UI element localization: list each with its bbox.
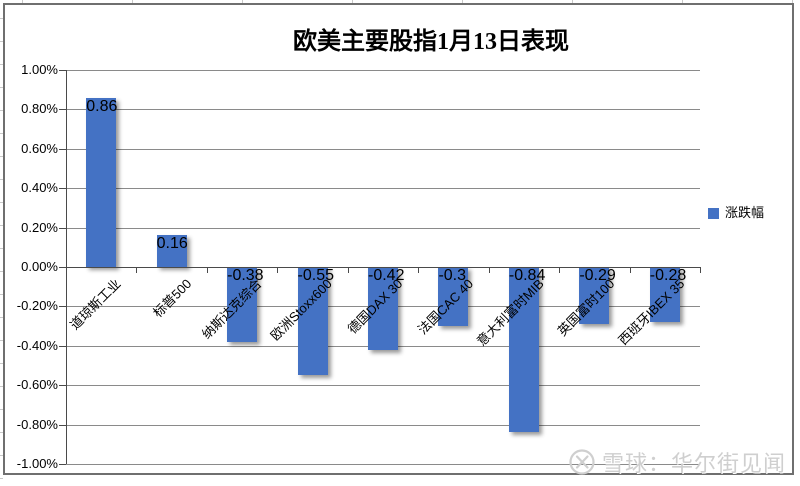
sheet-gridline-stub — [0, 455, 3, 456]
sheet-gridline-stub — [0, 110, 3, 111]
x-axis-tick — [347, 267, 349, 273]
bar-2-涨跌幅: 0.16 — [156, 235, 188, 267]
sheet-gridline-stub — [0, 294, 3, 295]
y-axis-tick — [59, 148, 66, 150]
sheet-gridline-stub — [0, 133, 3, 134]
bar-6-涨跌幅: -0.3 — [438, 267, 469, 327]
y-axis-tick-label: 0.00% — [21, 259, 58, 274]
chart-title: 欧美主要股指1月13日表现 — [293, 29, 569, 55]
bar-9-涨跌幅: -0.28 — [649, 267, 686, 323]
x-axis-tick — [66, 267, 67, 273]
x-axis-tick — [629, 267, 631, 273]
x-axis-tick — [700, 267, 701, 273]
sheet-gridline-stub — [0, 363, 3, 364]
x-axis-tick — [206, 267, 208, 273]
y-axis-tick — [59, 385, 66, 387]
x-axis-tick — [559, 267, 561, 273]
y-axis-tick-label: -1.00% — [16, 456, 58, 471]
sheet-gridline-stub — [0, 386, 3, 387]
y-axis-tick — [59, 424, 66, 426]
sheet-gridline-stub — [572, 0, 573, 3]
x-axis-line — [66, 267, 700, 268]
sheet-gridline-stub — [0, 340, 3, 341]
gridline — [66, 385, 700, 387]
y-axis-tick — [59, 267, 66, 268]
y-axis-tick — [59, 70, 66, 71]
sheet-gridline-stub — [0, 248, 3, 249]
gridline — [66, 424, 700, 426]
sheet-gridline-stub — [0, 179, 3, 180]
sheet-gridline-stub — [0, 202, 3, 203]
bar-5-涨跌幅: -0.42 — [368, 267, 404, 350]
sheet-gridline-stub — [0, 156, 3, 157]
sheet-gridline-stub — [132, 0, 133, 3]
y-axis-tick — [59, 345, 66, 347]
y-axis-tick-label: -0.80% — [16, 416, 58, 432]
y-axis-tick-label: 0.60% — [21, 140, 58, 156]
watermark: 雪球：华尔街见闻 — [568, 446, 786, 478]
gridline — [66, 188, 700, 190]
sheet-gridline-stub — [0, 409, 3, 410]
bar-8-涨跌幅: -0.29 — [579, 267, 616, 325]
y-axis-tick — [59, 227, 66, 229]
y-axis-tick-label: -0.40% — [16, 337, 58, 353]
xueqiu-logo-icon — [569, 449, 595, 475]
bar-3-涨跌幅: -0.38 — [227, 267, 264, 342]
watermark-source-label: 雪球：华尔街见闻 — [602, 451, 787, 476]
gridline — [66, 109, 700, 111]
chart-frame: 欧美主要股指1月13日表现 1.00% 0.80% 0.60% 0.40% 0.20% 0… — [3, 3, 794, 478]
y-axis-tick-label: 0.80% — [21, 101, 58, 117]
sheet-gridline-stub — [0, 432, 3, 433]
y-axis-tick — [59, 188, 66, 190]
sheet-gridline-stub — [792, 0, 793, 3]
sheet-gridline-stub — [0, 317, 3, 318]
x-axis-tick — [277, 267, 279, 273]
gridline — [66, 464, 700, 465]
sheet-gridline-stub — [0, 18, 3, 19]
sheet-gridline-stub — [352, 0, 353, 3]
sheet-gridline-stub — [0, 87, 3, 88]
sheet-gridline-stub — [462, 0, 463, 3]
y-axis-tick-label: 0.40% — [21, 180, 58, 196]
y-axis-tick — [59, 464, 66, 465]
y-axis-tick-label: -0.20% — [16, 298, 58, 314]
category-label: 标普500 — [149, 276, 195, 321]
sheet-gridline-stub — [0, 225, 3, 226]
bar-7-涨跌幅: -0.84 — [508, 267, 545, 433]
gridline — [66, 227, 700, 229]
sheet-gridline-stub — [0, 64, 3, 65]
y-axis-tick-label: 0.20% — [21, 219, 58, 235]
bar-1-涨跌幅: 0.86 — [86, 97, 117, 267]
y-axis-tick — [59, 109, 66, 111]
y-axis-tick — [59, 306, 66, 308]
sheet-gridline-stub — [0, 41, 3, 42]
x-axis-tick — [418, 267, 420, 273]
legend: 涨跌幅 — [708, 206, 764, 220]
legend-label: 涨跌幅 — [725, 205, 765, 220]
bar-4-涨跌幅: -0.55 — [297, 267, 334, 376]
legend-swatch-icon — [708, 207, 719, 219]
sheet-gridline-stub — [682, 0, 683, 3]
y-axis-tick-label: -0.60% — [16, 377, 58, 393]
sheet-gridline-stub — [0, 271, 3, 272]
x-axis-tick — [488, 267, 490, 273]
y-axis-tick-label: 1.00% — [21, 62, 58, 77]
gridline — [66, 148, 700, 150]
gridline — [66, 70, 700, 71]
category-label: 道琼斯工业 — [67, 276, 124, 333]
sheet-gridline-stub — [242, 0, 243, 3]
x-axis-tick — [136, 267, 138, 273]
sheet-gridline-stub — [22, 0, 23, 3]
sheet-gridline-stub — [0, 478, 3, 479]
